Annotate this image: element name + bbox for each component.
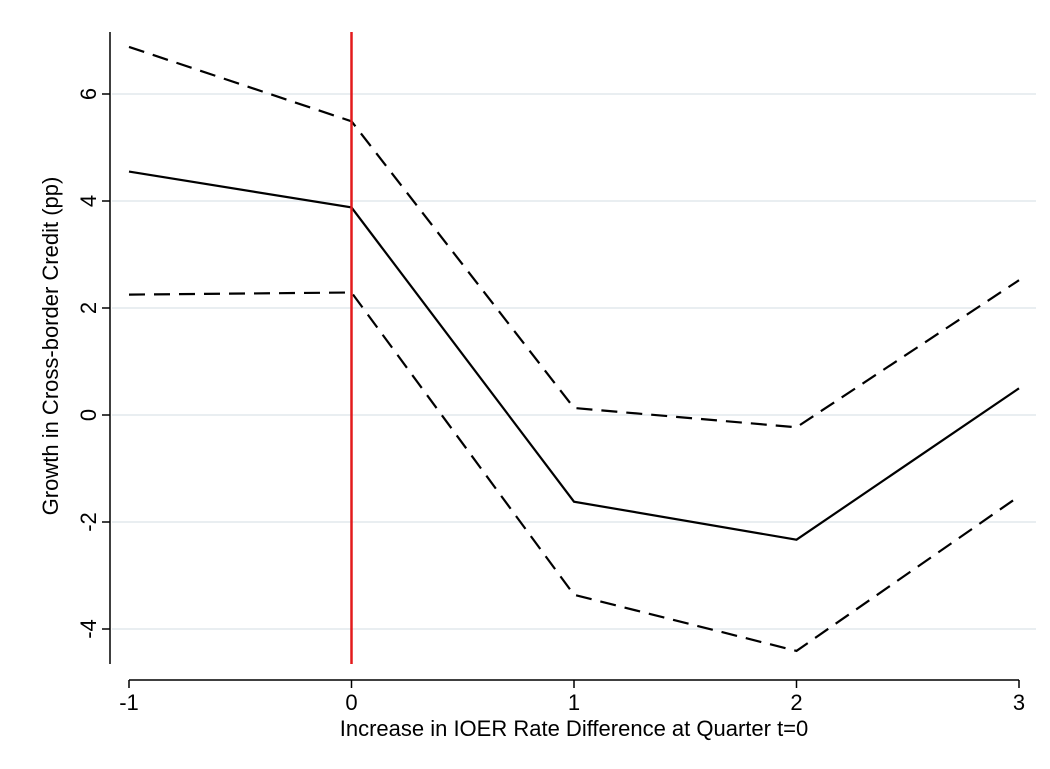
y-tick-label-3: 2 (76, 302, 101, 314)
x-tick-label-4: 3 (1013, 690, 1025, 715)
x-tick-label-2: 1 (568, 690, 580, 715)
y-tick-label-2: 0 (76, 409, 101, 421)
axes: -4 -2 0 2 4 6 -1 0 1 2 3 (76, 32, 1025, 715)
y-tick-label-5: 6 (76, 88, 101, 100)
y-tick-label-4: 4 (76, 195, 101, 207)
upper-bound-line (128, 45, 1020, 429)
x-tick-label-1: 0 (345, 690, 357, 715)
gridlines (112, 93, 1036, 630)
point-estimate-line (128, 170, 1020, 541)
y-tick-label-0: -4 (76, 619, 101, 639)
series-lines (128, 32, 1020, 664)
y-tick-label-1: -2 (76, 512, 101, 532)
x-tick-label-3: 2 (790, 690, 802, 715)
lower-bound-line (128, 291, 1020, 653)
labels: Increase in IOER Rate Difference at Quar… (38, 177, 808, 741)
y-axis-label: Growth in Cross-border Credit (pp) (38, 177, 63, 516)
x-axis-label: Increase in IOER Rate Difference at Quar… (340, 716, 809, 741)
x-tick-label-0: -1 (119, 690, 139, 715)
